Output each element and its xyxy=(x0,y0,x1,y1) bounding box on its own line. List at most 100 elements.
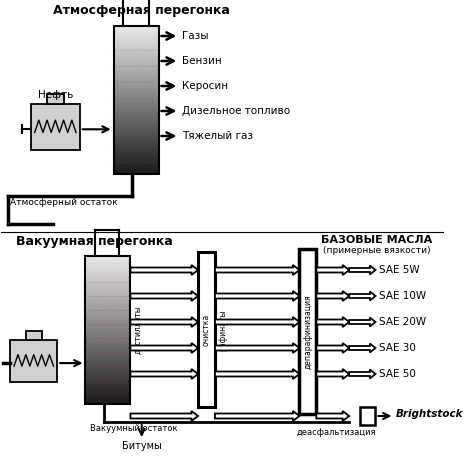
Text: Газы: Газы xyxy=(182,31,209,41)
Bar xyxy=(114,144,159,147)
Bar xyxy=(85,286,130,288)
Bar xyxy=(85,271,130,273)
Bar xyxy=(114,139,159,142)
Bar xyxy=(114,80,159,83)
Bar xyxy=(114,164,159,167)
Text: Тяжелый газ: Тяжелый газ xyxy=(182,131,253,141)
Bar xyxy=(85,283,130,286)
Bar xyxy=(114,108,159,110)
FancyArrow shape xyxy=(316,291,349,301)
Bar xyxy=(85,382,130,384)
FancyArrow shape xyxy=(215,369,299,379)
FancyArrow shape xyxy=(316,411,349,421)
Bar xyxy=(85,384,130,387)
Bar xyxy=(85,399,130,402)
Bar xyxy=(85,389,130,392)
Bar xyxy=(85,335,130,337)
Bar xyxy=(114,46,159,48)
Text: Атмосферный остаток: Атмосферный остаток xyxy=(10,198,118,207)
Bar xyxy=(114,127,159,130)
Bar xyxy=(114,34,159,36)
Bar xyxy=(114,105,159,108)
Bar xyxy=(85,259,130,261)
Bar xyxy=(85,402,130,404)
Bar xyxy=(85,354,130,357)
Bar xyxy=(85,295,130,298)
Text: Бензин: Бензин xyxy=(182,56,222,66)
Bar xyxy=(114,159,159,162)
FancyArrow shape xyxy=(215,317,299,327)
Bar xyxy=(85,362,130,364)
Bar xyxy=(85,293,130,295)
Bar xyxy=(85,291,130,293)
Bar xyxy=(114,95,159,98)
Bar xyxy=(114,73,159,76)
Bar xyxy=(47,94,64,104)
Bar xyxy=(114,58,159,60)
Bar xyxy=(85,303,130,305)
Bar xyxy=(114,43,159,46)
Bar xyxy=(114,63,159,66)
Bar xyxy=(85,281,130,283)
Bar xyxy=(85,276,130,278)
Text: SAE 10W: SAE 10W xyxy=(379,291,426,301)
FancyArrow shape xyxy=(215,343,299,353)
Bar xyxy=(85,394,130,396)
Bar xyxy=(85,300,130,303)
Bar xyxy=(85,352,130,354)
Bar xyxy=(114,112,159,115)
Bar xyxy=(85,318,130,320)
Bar xyxy=(114,41,159,43)
Bar xyxy=(114,154,159,157)
Bar xyxy=(85,350,130,352)
Text: Атмосферная перегонка: Атмосферная перегонка xyxy=(53,4,230,17)
Bar xyxy=(85,357,130,360)
Text: Brightstock: Brightstock xyxy=(396,409,464,419)
Text: деасфальтизация: деасфальтизация xyxy=(296,428,376,437)
Text: SAE 5W: SAE 5W xyxy=(379,265,420,275)
Bar xyxy=(85,269,130,271)
Bar xyxy=(114,120,159,122)
Text: дистилляты: дистилляты xyxy=(134,306,143,354)
Bar xyxy=(85,313,130,315)
Bar xyxy=(114,85,159,88)
Bar xyxy=(85,337,130,340)
Bar xyxy=(85,396,130,399)
Bar xyxy=(85,332,130,335)
Bar xyxy=(114,149,159,152)
Text: Нефть: Нефть xyxy=(38,90,73,100)
Bar xyxy=(25,331,42,340)
Bar xyxy=(114,76,159,78)
Bar xyxy=(85,345,130,347)
Bar xyxy=(114,171,159,174)
Text: (примерные вязкости): (примерные вязкости) xyxy=(323,246,430,255)
Bar xyxy=(114,122,159,125)
Bar xyxy=(85,320,130,322)
Bar xyxy=(85,256,130,259)
Bar xyxy=(114,48,159,51)
Bar xyxy=(114,93,159,95)
FancyArrow shape xyxy=(316,265,349,275)
FancyArrow shape xyxy=(215,411,299,421)
Bar xyxy=(114,66,159,68)
Bar xyxy=(85,347,130,350)
Bar xyxy=(361,407,376,425)
Bar xyxy=(114,68,159,70)
Text: Дизельное топливо: Дизельное топливо xyxy=(182,106,290,116)
FancyArrow shape xyxy=(349,265,376,275)
Bar xyxy=(114,88,159,90)
Bar xyxy=(114,83,159,85)
Bar xyxy=(114,125,159,127)
Bar xyxy=(31,104,80,150)
Text: SAE 30: SAE 30 xyxy=(379,343,416,353)
Text: Керосин: Керосин xyxy=(182,81,228,91)
Text: рафинаты: рафинаты xyxy=(218,309,227,351)
Bar xyxy=(114,36,159,38)
Bar xyxy=(85,370,130,372)
Text: Вакуумный остаток: Вакуумный остаток xyxy=(90,424,177,433)
Bar xyxy=(114,132,159,135)
Bar xyxy=(114,26,159,174)
Bar xyxy=(114,110,159,112)
Bar xyxy=(85,372,130,374)
Bar xyxy=(114,157,159,159)
